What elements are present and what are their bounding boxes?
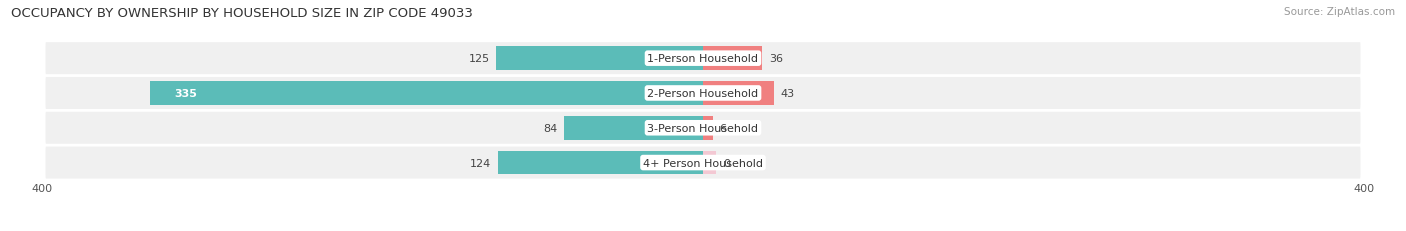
Bar bbox=[149, 82, 703, 105]
Text: 84: 84 bbox=[543, 123, 558, 133]
Text: 124: 124 bbox=[470, 158, 492, 168]
FancyBboxPatch shape bbox=[45, 43, 1361, 75]
Text: 43: 43 bbox=[780, 88, 794, 99]
Bar bbox=[703, 47, 762, 71]
Legend: Owner-occupied, Renter-occupied: Owner-occupied, Renter-occupied bbox=[586, 228, 820, 231]
Text: 6: 6 bbox=[720, 123, 727, 133]
Text: 335: 335 bbox=[174, 88, 197, 99]
Text: 125: 125 bbox=[468, 54, 489, 64]
Bar bbox=[703, 82, 775, 105]
Text: 3-Person Household: 3-Person Household bbox=[648, 123, 758, 133]
FancyBboxPatch shape bbox=[45, 78, 1361, 109]
Bar bbox=[564, 116, 703, 140]
Text: Source: ZipAtlas.com: Source: ZipAtlas.com bbox=[1284, 7, 1395, 17]
Text: 2-Person Household: 2-Person Household bbox=[647, 88, 759, 99]
Bar bbox=[498, 151, 703, 175]
Text: 0: 0 bbox=[723, 158, 730, 168]
Text: 4+ Person Household: 4+ Person Household bbox=[643, 158, 763, 168]
Bar bbox=[703, 116, 713, 140]
FancyBboxPatch shape bbox=[45, 112, 1361, 144]
FancyBboxPatch shape bbox=[45, 147, 1361, 179]
Bar bbox=[496, 47, 703, 71]
Text: 1-Person Household: 1-Person Household bbox=[648, 54, 758, 64]
Text: OCCUPANCY BY OWNERSHIP BY HOUSEHOLD SIZE IN ZIP CODE 49033: OCCUPANCY BY OWNERSHIP BY HOUSEHOLD SIZE… bbox=[11, 7, 474, 20]
Text: 36: 36 bbox=[769, 54, 783, 64]
Bar bbox=[703, 151, 716, 175]
